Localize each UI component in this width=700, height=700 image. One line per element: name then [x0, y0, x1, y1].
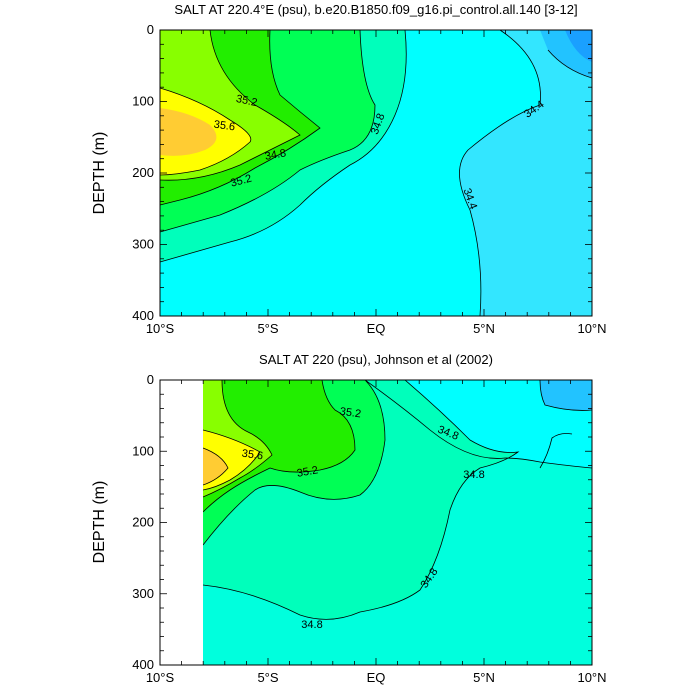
- bottom-region-35.2-35.4: [203, 380, 355, 512]
- bottom-clabel-1: 35.2: [339, 406, 362, 421]
- bottom-y-tick-label: 300: [132, 586, 154, 601]
- top-x-tick-label: EQ: [367, 321, 386, 336]
- bottom-filled-contours: [202, 379, 593, 665]
- bottom-y-tick-label: 400: [132, 657, 154, 672]
- top-y-tick-label: 200: [132, 165, 154, 180]
- top-filled-contours: [159, 29, 593, 317]
- bottom-clabel-2: 35.6: [241, 448, 264, 463]
- top-clabel-1: 35.2: [235, 93, 258, 109]
- bottom-no-data-area: [160, 380, 203, 665]
- bottom-y-tick-label: 200: [132, 515, 154, 530]
- bottom-x-tick-label: 5°S: [257, 670, 278, 685]
- top-region-above-36: [160, 108, 217, 156]
- bottom-x-tick-label: 5°N: [473, 670, 495, 685]
- top-clabel-2: 35.6: [213, 119, 236, 134]
- top-contour-lines: [159, 29, 593, 317]
- top-y-tick-label: 400: [132, 308, 154, 323]
- bottom-y-tick-label: 0: [147, 372, 154, 387]
- bottom-panel: SALT AT 220 (psu), Johnson et al (2002) …: [91, 352, 607, 685]
- bottom-clabel-3: 35.2: [296, 464, 319, 480]
- top-y-axis-label: DEPTH (m): [91, 132, 108, 215]
- bottom-panel-title: SALT AT 220 (psu), Johnson et al (2002): [259, 352, 493, 367]
- top-y-tick-label: 300: [132, 237, 154, 252]
- top-panel-title: SALT AT 220.4°E (psu), b.e20.B1850.f09_g…: [174, 2, 577, 17]
- top-y-tick-label: 100: [132, 94, 154, 109]
- bottom-axis-ticks: 10°S 5°S EQ 5°N 10°N 0 100 200 300 400: [132, 372, 606, 685]
- top-x-tick-label: 10°N: [577, 321, 606, 336]
- bottom-clabel-7: 34.8: [301, 619, 322, 631]
- bottom-x-tick-label: EQ: [367, 670, 386, 685]
- bottom-contour-labels: 35.2 35.6 35.2 34.8 34.8 34.8 34.8: [241, 406, 485, 631]
- top-y-tick-label: 0: [147, 22, 154, 37]
- top-x-tick-label: 10°S: [146, 321, 175, 336]
- bottom-y-axis-label: DEPTH (m): [91, 481, 108, 564]
- top-clabel-4: 35.2: [229, 173, 253, 190]
- bottom-region-above-35.8: [203, 448, 228, 485]
- top-axis-ticks: 10°S 5°S EQ 5°N 10°N 0 100 200 300 400: [132, 22, 606, 336]
- top-x-tick-label: 5°N: [473, 321, 495, 336]
- top-region-34.2-34.4: [459, 30, 592, 316]
- bottom-region-34.2-34.4: [540, 380, 592, 411]
- bottom-contour-lines: [202, 379, 593, 620]
- top-panel: SALT AT 220.4°E (psu), b.e20.B1850.f09_g…: [91, 2, 607, 336]
- bottom-x-tick-label: 10°N: [577, 670, 606, 685]
- top-clabel-3: 34.8: [264, 147, 287, 163]
- bottom-clabel-5: 34.8: [463, 469, 484, 481]
- top-region-below-34: [565, 30, 592, 62]
- bottom-y-tick-label: 100: [132, 443, 154, 458]
- bottom-x-tick-label: 10°S: [146, 670, 175, 685]
- top-x-tick-label: 5°S: [257, 321, 278, 336]
